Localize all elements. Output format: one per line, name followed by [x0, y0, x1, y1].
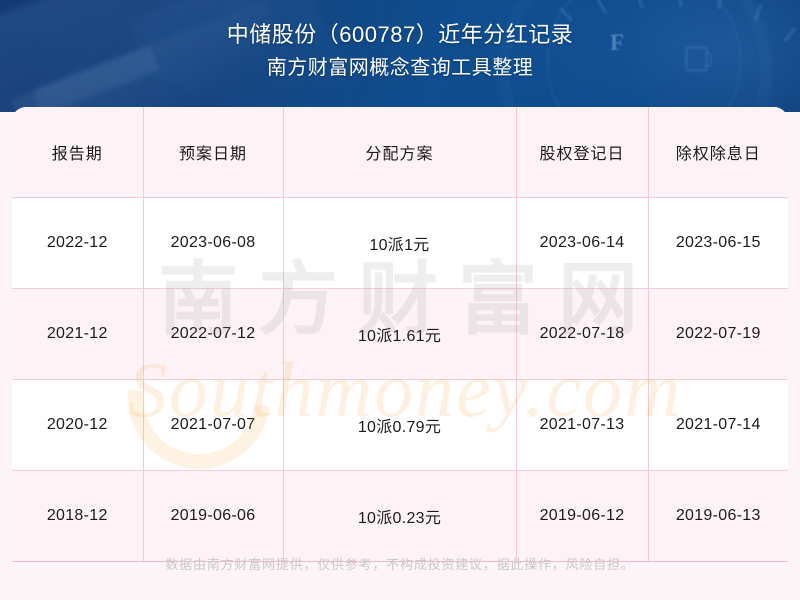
cell-distribution: 10派0.79元 — [283, 379, 517, 471]
page-title: 中储股份（600787）近年分红记录 — [226, 22, 574, 47]
header-banner: F 中储股份（600787）近年分红记录 南方财富网概念查询工具整理 — [0, 0, 800, 112]
table-header: 报告期 预案日期 分配方案 股权登记日 除权除息日 — [12, 107, 788, 198]
cell-plan-date: 2022-07-12 — [143, 288, 284, 380]
cell-plan-date: 2021-07-07 — [143, 379, 284, 471]
cell-plan-date: 2019-06-06 — [143, 470, 284, 562]
column-header-report-period: 报告期 — [12, 107, 144, 198]
cell-ex-dividend-date: 2021-07-14 — [648, 379, 788, 471]
footer-disclaimer: 数据由南方财富网提供，仅供参考，不构成投资建议，据此操作，风险自担。 — [165, 557, 635, 572]
cell-report-period: 2020-12 — [12, 379, 144, 471]
banner-title-group: 中储股份（600787）近年分红记录 南方财富网概念查询工具整理 — [0, 0, 800, 84]
footer: 数据由南方财富网提供，仅供参考，不构成投资建议，据此操作，风险自担。 — [0, 555, 800, 575]
cell-report-period: 2021-12 — [12, 288, 144, 380]
dividend-table-card: 报告期 预案日期 分配方案 股权登记日 除权除息日 2022-12 2023-0… — [12, 107, 788, 562]
column-header-distribution: 分配方案 — [283, 107, 517, 198]
column-header-plan-date: 预案日期 — [143, 107, 284, 198]
table-row: 2020-12 2021-07-07 10派0.79元 2021-07-13 2… — [12, 379, 788, 471]
table-row: 2022-12 2023-06-08 10派1元 2023-06-14 2023… — [12, 197, 788, 289]
column-header-record-date: 股权登记日 — [516, 107, 649, 198]
cell-report-period: 2022-12 — [12, 197, 144, 289]
column-header-ex-dividend-date: 除权除息日 — [648, 107, 788, 198]
cell-distribution: 10派0.23元 — [283, 470, 517, 562]
cell-ex-dividend-date: 2019-06-13 — [648, 470, 788, 562]
table-body: 2022-12 2023-06-08 10派1元 2023-06-14 2023… — [12, 197, 788, 562]
cell-plan-date: 2023-06-08 — [143, 197, 284, 289]
cell-distribution: 10派1.61元 — [283, 288, 517, 380]
table-row: 2018-12 2019-06-06 10派0.23元 2019-06-12 2… — [12, 470, 788, 562]
cell-record-date: 2019-06-12 — [516, 470, 649, 562]
cell-record-date: 2023-06-14 — [516, 197, 649, 289]
page-subtitle: 南方财富网概念查询工具整理 — [266, 57, 534, 79]
table-row: 2021-12 2022-07-12 10派1.61元 2022-07-18 2… — [12, 288, 788, 380]
table-header-row: 报告期 预案日期 分配方案 股权登记日 除权除息日 — [12, 107, 788, 198]
cell-ex-dividend-date: 2023-06-15 — [648, 197, 788, 289]
cell-record-date: 2022-07-18 — [516, 288, 649, 380]
cell-record-date: 2021-07-13 — [516, 379, 649, 471]
cell-distribution: 10派1元 — [283, 197, 517, 289]
cell-ex-dividend-date: 2022-07-19 — [648, 288, 788, 380]
dividend-table: 报告期 预案日期 分配方案 股权登记日 除权除息日 2022-12 2023-0… — [12, 107, 788, 562]
cell-report-period: 2018-12 — [12, 470, 144, 562]
